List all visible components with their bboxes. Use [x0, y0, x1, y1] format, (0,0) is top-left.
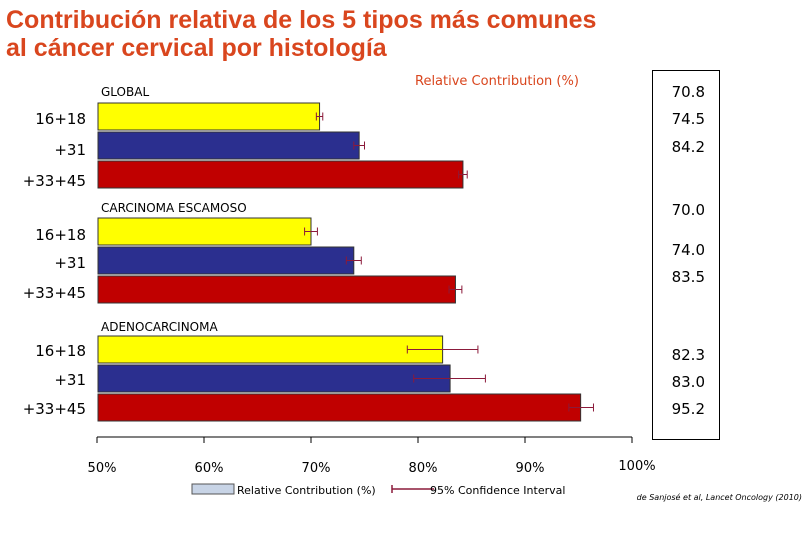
- category-label-2-1: +31: [54, 371, 86, 389]
- top-label: Relative Contribution (%): [415, 74, 579, 89]
- bar-0-2: [97, 160, 464, 189]
- bar-1-1: [97, 246, 355, 275]
- x-tick-label-2: 70%: [302, 461, 331, 476]
- x-tick-label-1: 60%: [195, 461, 224, 476]
- bar-0-0: [97, 102, 321, 131]
- group-label-1: CARCINOMA ESCAMOSO: [101, 201, 247, 215]
- group-label-0: GLOBAL: [101, 85, 149, 99]
- value-label-2-1: 83.0: [672, 373, 705, 391]
- value-label-2-2: 95.2: [672, 400, 705, 418]
- value-label-0-2: 84.2: [672, 138, 705, 156]
- bar-1-2: [97, 275, 456, 304]
- x-tick-label-0: 50%: [88, 461, 117, 476]
- title-line-2: al cáncer cervical por histología: [6, 34, 387, 62]
- category-label-0-0: 16+18: [35, 110, 86, 128]
- value-label-0-1: 74.5: [672, 110, 705, 128]
- value-label-1-2: 83.5: [672, 268, 705, 286]
- value-label-1-0: 70.0: [672, 201, 705, 219]
- x-tick-label-3: 80%: [409, 461, 438, 476]
- legend-label-0: Relative Contribution (%): [237, 484, 376, 497]
- bar-1-0: [97, 217, 312, 246]
- group-label-2: ADENOCARCINOMA: [101, 320, 218, 334]
- category-label-1-1: +31: [54, 254, 86, 272]
- bar-2-2: [97, 393, 582, 422]
- value-label-2-0: 82.3: [672, 346, 705, 364]
- category-label-0-1: +31: [54, 141, 86, 159]
- bar-2-0: [97, 335, 444, 364]
- category-label-2-0: 16+18: [35, 342, 86, 360]
- category-label-0-2: +33+45: [23, 172, 86, 190]
- bar-0-1: [97, 131, 360, 160]
- legend-label-1: 95% Confidence Interval: [430, 484, 565, 497]
- value-label-1-1: 74.0: [672, 241, 705, 259]
- chart-title: Contribución relativa de los 5 tipos más…: [6, 6, 766, 62]
- source-citation: de Sanjosé et al, Lancet Oncology (2010): [637, 492, 802, 502]
- title-line-1: Contribución relativa de los 5 tipos más…: [6, 6, 597, 34]
- legend-swatch-bar: [191, 483, 235, 495]
- x-tick-label-5: 100%: [618, 459, 655, 474]
- bar-2-1: [97, 364, 451, 393]
- value-panel: [652, 70, 720, 440]
- value-label-0-0: 70.8: [672, 83, 705, 101]
- category-label-1-0: 16+18: [35, 226, 86, 244]
- category-label-1-2: +33+45: [23, 284, 86, 302]
- category-label-2-2: +33+45: [23, 400, 86, 418]
- x-tick-label-4: 90%: [516, 461, 545, 476]
